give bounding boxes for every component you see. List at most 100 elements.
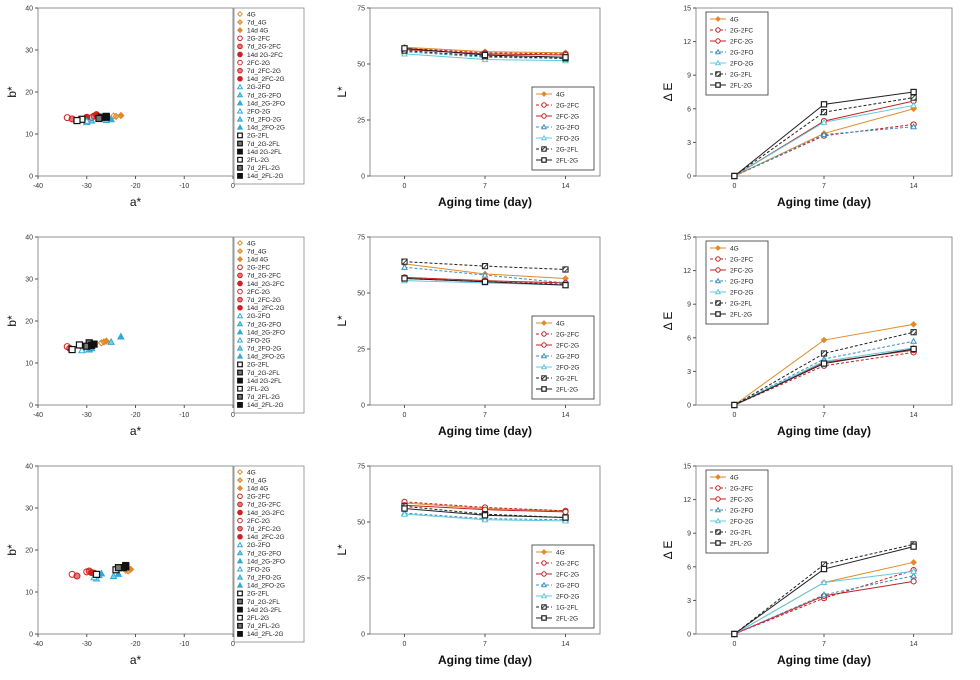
data-point [73,572,81,580]
legend-marker [236,248,244,255]
legend-entry: 7d_2FL-2G [247,394,280,401]
series-point [401,45,408,52]
y-tick-label: 0 [29,403,33,410]
x-axis-label: Aging time (day) [777,424,871,438]
x-tick-label: 0 [403,641,407,648]
legend-entry: 2G-2FO [556,582,579,589]
legend-entry: 14d 4G [247,485,268,492]
y-tick-label: 15 [683,6,691,13]
legend-marker [237,590,243,597]
legend-entry: 2G-2FO [730,49,753,56]
x-tick-label: -40 [33,412,43,419]
legend-marker [236,124,244,130]
legend-marker [237,517,243,524]
legend-marker [236,557,244,564]
legend-entry: 4G [556,91,565,98]
legend-entry: 2FL-2G [247,615,269,622]
x-tick-label: -10 [179,183,189,190]
series-point [820,350,828,357]
legend-entry: 14d_2G-2FO [247,100,285,107]
legend-entry: 7d_2G-2FO [247,321,281,328]
legend-entry: 2G-2FO [247,84,270,91]
series-point [481,271,489,278]
legend-marker [541,113,547,119]
legend-marker [237,361,243,368]
legend-entry: 7d_2G-2FL [247,141,280,148]
legend-entry: 7d_2G-2FL [247,599,280,606]
legend-marker [715,267,721,273]
legend-entry: 7d_2G-2FO [247,92,281,99]
x-tick-label: -20 [130,641,140,648]
y-axis-label: Δ E [661,83,675,102]
x-axis-label: a* [130,653,142,667]
legend-marker [237,280,243,287]
x-tick-label: 7 [483,183,487,190]
legend-entry: 7d_2FO-2G [247,575,281,582]
legend-entry: 2FO-2G [556,135,579,142]
r1-L-chart: 0 7 14 0 25 50 75 Aging time (day) L* 4G 2G-2FC 2FC… [335,6,601,209]
legend-marker [236,91,244,98]
y-tick-label: 9 [687,73,691,80]
data-point [88,341,96,349]
series-point [562,266,569,273]
x-axis-label: Aging time (day) [438,195,532,209]
legend-marker [541,342,547,348]
legend-marker [715,474,721,480]
x-tick-label: -20 [130,412,140,419]
legend-marker [715,540,721,546]
legend-entry: 14d_2FO-2G [247,583,285,590]
y-tick-label: 0 [29,632,33,639]
legend-entry: 2FC-2G [247,60,270,67]
r1-scatter-legend [233,7,305,185]
legend-entry: 14d_2G-2FC [247,281,285,288]
y-tick-label: 0 [361,632,365,639]
legend-marker [237,288,243,295]
r2-scatter-legend [233,236,305,414]
legend-entry: 7d_4G [247,477,267,484]
legend-entry: 14d_2FL-2G [247,402,284,409]
x-tick-label: 7 [822,641,826,648]
legend-marker [236,565,244,572]
legend-marker [236,485,244,492]
legend-entry: 14d_2FO-2G [247,125,285,132]
y-tick-label: 75 [357,235,365,242]
legend-entry: 4G [247,469,256,476]
y-tick-label: 50 [357,62,365,69]
legend-entry: 2G-2FL [556,146,578,153]
x-tick-label: 7 [822,183,826,190]
series-line-2FC-2G [734,580,914,635]
legend-entry: 2FC-2G [247,289,270,296]
legend-marker [715,485,721,491]
legend-marker [715,496,721,502]
series-point [820,565,828,573]
legend-entry: 7d_2G-2FC [247,44,281,51]
legend-marker [541,375,547,381]
legend-marker [236,312,244,319]
legend-entry: 14d_2FC-2G [247,76,285,83]
legend-entry: 14d 2G-2FL [247,607,282,614]
y-tick-label: 30 [25,277,33,284]
y-tick-label: 0 [361,403,365,410]
legend-marker [541,146,547,152]
legend-marker [237,51,243,58]
y-tick-label: 9 [687,302,691,309]
legend-marker [237,75,243,82]
series-point [910,337,918,344]
series-line-2G-2FL [734,543,914,635]
x-tick-label: 0 [732,641,736,648]
legend-marker [237,533,243,540]
legend-marker [236,336,244,343]
series-point [731,401,738,409]
legend-entry: 2FO-2G [730,289,753,296]
legend-entry: 7d_2FO-2G [247,117,281,124]
legend-entry: 2G-2FC [247,494,270,501]
y-tick-label: 0 [361,174,365,181]
legend-marker [237,140,243,147]
series-point [401,510,408,517]
data-point [95,114,103,123]
y-tick-label: 0 [687,632,691,639]
legend-entry: 2FL-2G [730,82,752,89]
legend-marker [714,59,722,66]
